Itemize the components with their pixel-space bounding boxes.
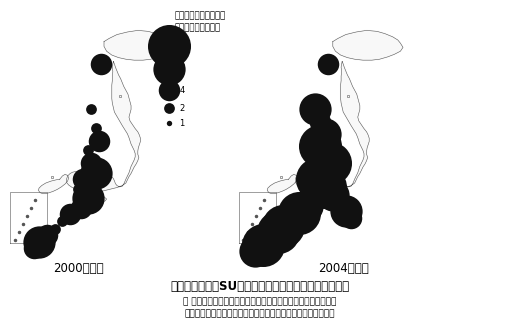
Point: [251, 249, 259, 254]
Point: [87, 161, 95, 166]
Point: [316, 119, 324, 124]
Point: [84, 148, 93, 153]
Point: [79, 177, 87, 182]
Point: [318, 169, 327, 174]
Point: [92, 125, 100, 131]
Point: [87, 106, 95, 111]
Point: [95, 138, 103, 143]
Point: [336, 201, 345, 206]
Text: 4: 4: [179, 86, 185, 95]
Point: [66, 212, 74, 217]
Point: [323, 61, 332, 67]
Point: [310, 106, 319, 111]
Polygon shape: [104, 30, 174, 60]
Polygon shape: [333, 30, 403, 60]
Point: [74, 186, 82, 191]
Point: [279, 223, 288, 228]
Point: [35, 239, 43, 244]
Text: 2000年調査: 2000年調査: [53, 262, 103, 275]
Point: [316, 143, 324, 148]
Point: [303, 204, 311, 209]
Text: 2: 2: [179, 104, 185, 113]
Point: [313, 177, 321, 182]
Point: [342, 209, 350, 214]
Point: [165, 88, 173, 93]
Text: 6: 6: [179, 64, 185, 73]
Polygon shape: [74, 194, 107, 204]
Point: [321, 132, 329, 137]
Polygon shape: [295, 61, 369, 192]
Text: 1: 1: [179, 119, 185, 128]
Point: [50, 226, 59, 231]
Point: [295, 210, 303, 215]
Point: [321, 153, 329, 158]
Polygon shape: [303, 194, 335, 204]
Text: 8: 8: [179, 42, 185, 51]
Point: [310, 197, 319, 203]
Point: [347, 215, 355, 220]
Polygon shape: [38, 174, 69, 194]
Text: 2004年調査: 2004年調査: [318, 262, 369, 275]
Point: [321, 185, 329, 190]
Point: [43, 233, 51, 238]
Point: [258, 242, 267, 247]
Text: ＊ アゼナ、アメリカアゼナ、タケトアゼナはアゼナ類として、: ＊ アゼナ、アメリカアゼナ、タケトアゼナはアゼナ類として、: [184, 297, 336, 306]
Point: [290, 217, 298, 222]
Point: [58, 218, 67, 223]
Polygon shape: [67, 61, 140, 192]
Point: [97, 61, 106, 67]
Point: [76, 205, 85, 211]
Point: [165, 66, 173, 71]
Point: [329, 193, 337, 198]
Point: [165, 121, 173, 126]
Point: [326, 161, 334, 166]
Text: 各種検定法で抵抗性と
確認された草種数＊: 各種検定法で抵抗性と 確認された草種数＊: [174, 11, 226, 32]
Text: （種）: （種）: [164, 37, 178, 46]
Point: [84, 196, 93, 201]
Point: [266, 236, 275, 241]
Point: [165, 44, 173, 49]
Point: [92, 170, 100, 175]
Text: イヌホタルイ、タイワンヤマイはホタルイ類として数えた。: イヌホタルイ、タイワンヤマイはホタルイ類として数えた。: [185, 309, 335, 318]
Text: 水稲作におけるSU抵抗性雑草の都道府県別報告草種数: 水稲作におけるSU抵抗性雑草の都道府県別報告草種数: [171, 280, 349, 293]
Point: [165, 106, 173, 111]
Point: [30, 245, 38, 251]
Point: [274, 229, 282, 235]
Polygon shape: [267, 174, 297, 194]
